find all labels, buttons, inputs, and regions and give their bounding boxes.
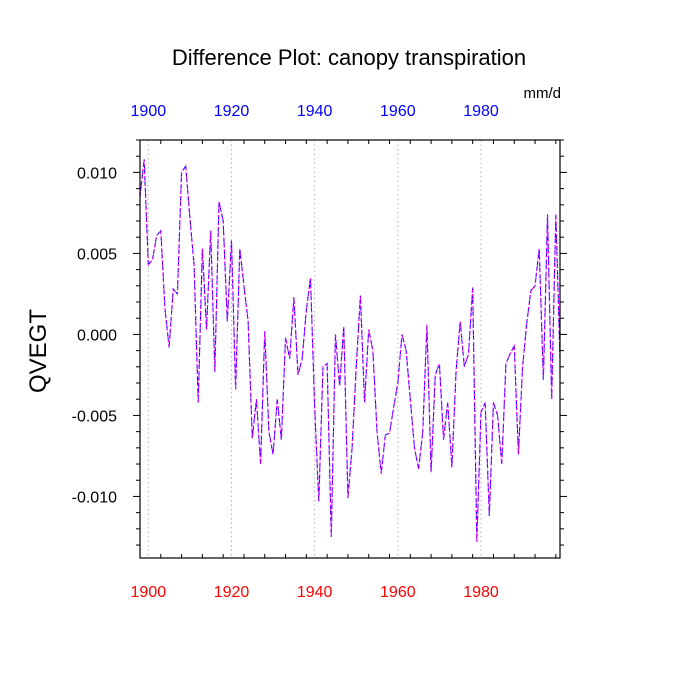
x-tick-label-bottom-1940: 1940 (297, 584, 333, 601)
series-line-series-a (139, 159, 561, 542)
series-line-series-b (139, 159, 561, 542)
x-tick-label-top-1960: 1960 (380, 103, 416, 120)
x-tick-label-top-1940: 1940 (297, 103, 333, 120)
units-label: mm/d (524, 85, 562, 102)
chart-title: Difference Plot: canopy transpiration (172, 45, 526, 70)
series-lines (139, 159, 561, 542)
x-tick-label-bottom-1900: 1900 (131, 584, 167, 601)
y-tick-label--0.005: -0.005 (72, 408, 117, 425)
y-tick-label-0.000: 0.000 (77, 327, 117, 344)
axes: 1900 1900 1920 1920 1940 1940 1960 1960 1980 1980… (72, 103, 567, 601)
y-tick-label-0.010: 0.010 (77, 165, 117, 182)
x-tick-label-bottom-1960: 1960 (380, 584, 416, 601)
x-tick-label-top-1900: 1900 (131, 103, 167, 120)
plot-frame (139, 139, 561, 559)
grid-lines (147, 140, 482, 558)
x-tick-label-top-1920: 1920 (214, 103, 250, 120)
y-tick-label--0.010: -0.010 (72, 489, 117, 506)
x-tick-label-top-1980: 1980 (463, 103, 499, 120)
x-tick-label-bottom-1920: 1920 (214, 584, 250, 601)
y-axis-label: QVEGT (25, 309, 52, 393)
x-tick-label-bottom-1980: 1980 (463, 584, 499, 601)
y-tick-label-0.005: 0.005 (77, 246, 117, 263)
